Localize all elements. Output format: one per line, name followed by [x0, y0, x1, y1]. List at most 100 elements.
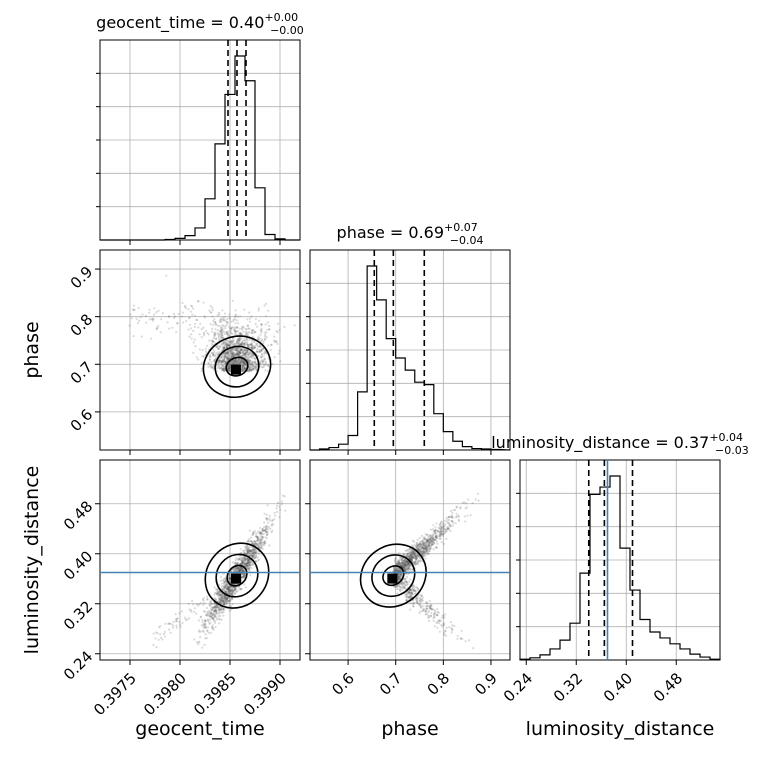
sample-point: [439, 522, 442, 525]
sample-point: [260, 353, 263, 356]
sample-point: [445, 634, 448, 637]
sample-point: [449, 621, 453, 624]
sample-point: [240, 562, 243, 565]
sample-point: [250, 540, 253, 543]
sample-point: [221, 309, 224, 312]
sample-point: [261, 529, 264, 533]
sample-point: [160, 636, 163, 639]
sample-point: [158, 626, 161, 629]
sample-point: [404, 559, 408, 563]
sample-point: [250, 353, 253, 356]
sample-point: [218, 359, 221, 362]
sample-point: [239, 348, 243, 351]
sample-point: [215, 612, 218, 615]
sample-point: [454, 516, 458, 519]
sample-point: [425, 541, 428, 544]
sample-point: [240, 561, 244, 564]
sample-point: [414, 554, 417, 558]
sample-point: [401, 584, 405, 587]
sample-point: [239, 332, 242, 335]
sample-point: [229, 578, 232, 581]
sample-point: [245, 337, 248, 340]
sample-point: [245, 333, 249, 337]
sample-point: [221, 348, 224, 351]
sample-point: [404, 593, 407, 596]
sample-point: [431, 537, 434, 540]
sample-point: [250, 328, 253, 332]
sample-point: [230, 348, 233, 351]
sample-point: [249, 364, 252, 367]
sample-point: [219, 594, 223, 597]
sample-point: [428, 550, 431, 553]
sample-point: [227, 586, 230, 589]
sample-point: [411, 548, 414, 551]
sample-point: [206, 612, 209, 615]
sample-point: [418, 548, 421, 552]
sample-point: [436, 529, 439, 532]
sample-point: [234, 360, 237, 363]
sample-point: [258, 344, 261, 347]
sample-point: [231, 597, 234, 600]
sample-point: [417, 548, 420, 552]
sample-point: [406, 595, 409, 598]
sample-point: [230, 326, 233, 330]
sample-point: [406, 559, 409, 563]
sample-point: [231, 342, 234, 345]
title-plus: +0.00: [264, 11, 298, 24]
sample-point: [255, 363, 258, 366]
sample-point: [185, 307, 188, 310]
sample-point: [217, 334, 221, 337]
sample-point: [234, 330, 237, 333]
sample-point: [404, 577, 408, 580]
sample-point: [263, 540, 266, 543]
sample-point: [211, 613, 214, 616]
sample-point: [455, 512, 458, 515]
sample-point: [215, 337, 218, 340]
sample-point: [238, 557, 241, 561]
sample-point: [239, 337, 242, 340]
sample-point: [443, 613, 446, 616]
sample-point: [226, 346, 229, 349]
sample-point: [226, 582, 229, 586]
sample-point: [231, 326, 234, 329]
sample-point: [222, 588, 225, 591]
sample-point: [265, 518, 268, 521]
contour-level-2: [214, 345, 260, 388]
sample-point: [427, 542, 431, 545]
sample-point: [209, 364, 212, 367]
sample-point: [251, 555, 255, 558]
sample-point: [264, 369, 267, 372]
sample-point: [432, 538, 435, 541]
sample-point: [155, 311, 158, 314]
sample-point: [210, 601, 213, 604]
sample-point: [411, 593, 414, 596]
sample-point: [232, 354, 235, 357]
sample-point: [413, 553, 416, 556]
sample-point: [398, 562, 401, 565]
sample-point: [234, 569, 237, 572]
sample-point: [218, 596, 221, 600]
sample-point: [214, 332, 217, 335]
sample-point: [400, 558, 403, 562]
sample-point: [409, 557, 412, 561]
sample-point: [207, 333, 210, 336]
sample-point: [254, 551, 258, 554]
sample-point: [157, 309, 160, 312]
sample-point: [224, 595, 227, 598]
sample-point: [434, 611, 437, 614]
sample-point: [240, 359, 243, 362]
sample-point: [253, 366, 256, 369]
sample-point: [213, 603, 216, 606]
sample-point: [231, 593, 234, 596]
sample-point: [239, 332, 242, 335]
sample-point: [226, 332, 229, 335]
sample-point: [225, 341, 228, 344]
sample-point: [172, 626, 175, 629]
sample-point: [435, 537, 438, 540]
sample-point: [415, 546, 418, 549]
sample-point: [209, 605, 212, 608]
sample-point: [440, 520, 443, 523]
sample-point: [223, 341, 226, 344]
sample-point: [246, 345, 250, 348]
sample-point: [246, 343, 249, 347]
